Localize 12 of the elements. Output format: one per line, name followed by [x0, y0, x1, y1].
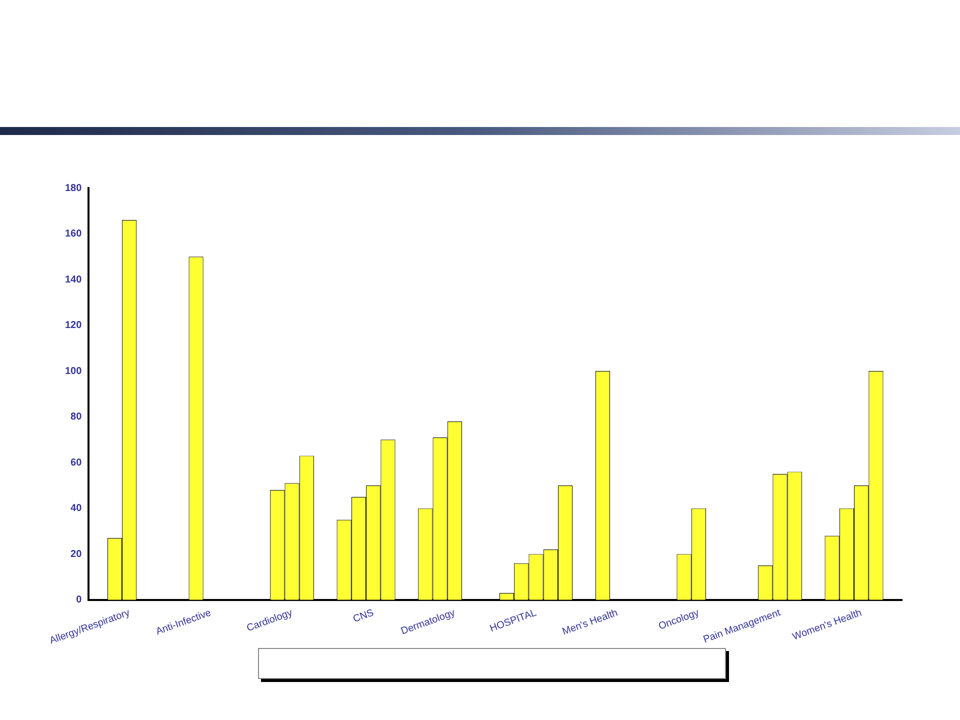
y-tick-label: 20 [70, 548, 82, 560]
y-tick-label: 160 [64, 228, 82, 240]
y-tick-label: 140 [64, 274, 82, 286]
y-tick-label: 180 [64, 182, 82, 194]
x-tick-label: CNS [352, 607, 376, 626]
y-tick-label: 100 [64, 366, 82, 377]
y-tick-label: 120 [64, 320, 82, 332]
y-tick-label: 40 [70, 503, 82, 514]
y-tick-label: 80 [70, 412, 82, 423]
y-tick-label: 0 [76, 594, 82, 606]
x-tick-label: Men's Health [561, 608, 620, 638]
y-tick-label: 60 [70, 457, 82, 468]
